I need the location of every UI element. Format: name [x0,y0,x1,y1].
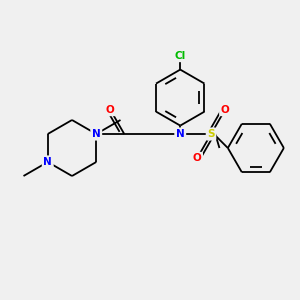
Text: N: N [44,157,52,167]
Text: S: S [207,129,215,139]
Text: O: O [106,105,115,115]
Text: N: N [176,129,184,139]
Text: Cl: Cl [175,51,186,61]
Text: O: O [221,105,230,115]
Text: O: O [193,153,201,164]
Text: N: N [92,129,100,139]
